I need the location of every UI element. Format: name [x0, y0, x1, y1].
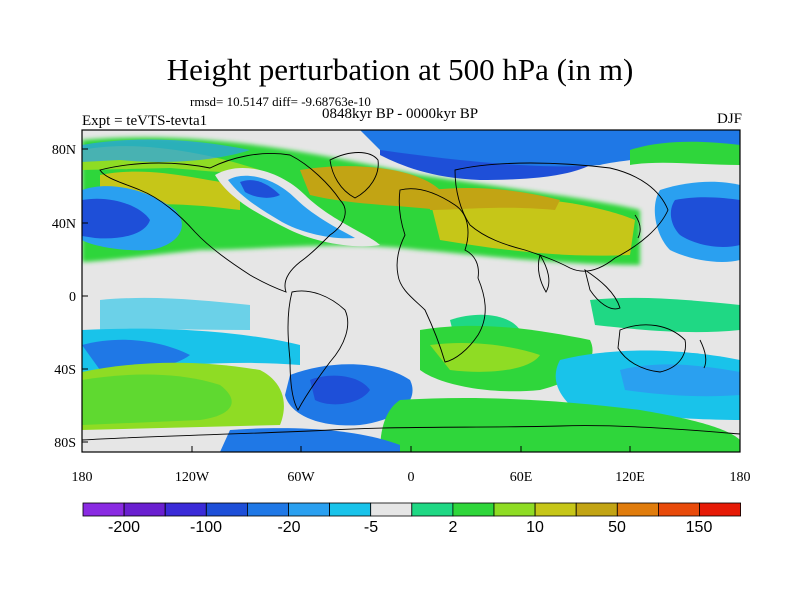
colorbar-swatch: [616, 502, 659, 517]
colorbar-swatch: [123, 502, 166, 517]
lat-tick-label: 80N: [52, 143, 76, 158]
colorbar-swatch: [575, 502, 618, 517]
colorbar-label: -20: [277, 519, 300, 536]
lon-axis: 180 120W 60W 0 60E 120E 180: [72, 446, 751, 485]
colorbar-label: 50: [608, 519, 626, 536]
lon-tick-label: 120E: [615, 470, 645, 485]
experiment-label: Expt = teVTS-tevta1: [82, 113, 208, 129]
colorbar-swatch: [534, 502, 577, 517]
colorbar-swatch: [658, 502, 700, 517]
colorbar-swatch: [452, 502, 495, 517]
colorbar-swatch: [493, 502, 536, 517]
colorbar-label: -200: [108, 519, 140, 536]
lat-tick-label: 0: [69, 290, 76, 305]
lat-tick-label: 80S: [54, 436, 76, 451]
colorbar-swatch: [699, 502, 741, 517]
colorbar-label: 10: [526, 519, 544, 536]
lon-tick-label: 0: [408, 470, 415, 485]
lon-tick-label: 180: [72, 470, 93, 485]
coastlines: [82, 152, 740, 441]
colorbar-swatch: [288, 502, 330, 517]
lon-tick-label: 60W: [287, 470, 315, 485]
lon-tick-label: 120W: [175, 470, 210, 485]
colorbar: -200 -100 -20 -5 2 10 50 150: [82, 502, 741, 536]
season-label: DJF: [716, 111, 742, 127]
colorbar-swatch: [411, 502, 454, 517]
lat-tick-label: 40N: [52, 217, 76, 232]
lon-tick-label: 60E: [510, 470, 533, 485]
anomaly-field: [82, 130, 740, 452]
colorbar-swatch: [205, 502, 248, 517]
period-label: 0848kyr BP - 0000kyr BP: [322, 106, 479, 122]
colorbar-swatch: [246, 502, 289, 517]
colorbar-label: -100: [190, 519, 222, 536]
lat-axis: 80N 40N 0 40S 80S: [52, 143, 88, 451]
colorbar-swatch: [82, 502, 125, 517]
colorbar-swatch: [164, 502, 207, 517]
colorbar-label: 150: [686, 519, 713, 536]
lon-tick-label: 180: [730, 470, 751, 485]
rmsd-diff-stats: rmsd= 10.5147 diff= -9.68763e-10: [190, 94, 371, 109]
colorbar-swatch: [370, 502, 413, 517]
map-title: Height perturbation at 500 hPa (in m): [166, 52, 634, 87]
colorbar-swatch: [329, 502, 372, 517]
lat-tick-label: 40S: [54, 363, 76, 378]
colorbar-label: 2: [449, 519, 458, 536]
colorbar-label: -5: [364, 519, 378, 536]
